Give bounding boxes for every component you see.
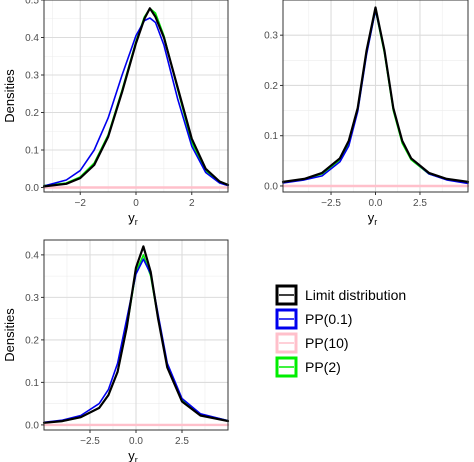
y-axis-title: Densities [2,308,17,362]
panel-2: 0.0 0.1 0.2 0.3 −2.5 0.0 2.5 yr [264,0,470,227]
series-line-limit-distribution [42,7,230,188]
panel-1: 0.0 0.1 0.2 0.3 0.4 0.5 −2 0 2 yr Densities [2,0,230,227]
legend-item: PP(2) [275,356,341,378]
series-line-limit-distribution [281,6,470,183]
series-line-limit-distribution [42,245,230,424]
x-tick-label: 2.5 [413,198,427,209]
legend-label: Limit distribution [305,287,406,303]
series-group [42,7,230,189]
x-tick-label: −2.5 [80,436,100,447]
x-axis-title: yr [128,210,138,227]
x-tick-label: −2 [75,198,87,209]
x-tick-label: 0.0 [129,436,143,447]
y-tick-label: 0.4 [25,33,39,44]
y-tick-label: 0.0 [264,181,278,192]
legend-label: PP(10) [305,335,349,351]
series-group [281,6,470,188]
grid [283,0,468,192]
legend-item: PP(0.1) [275,308,352,330]
y-tick-label: 0.0 [25,420,39,431]
x-axis-title: yr [368,210,378,227]
y-tick-label: 0.3 [25,71,39,82]
x-tick-label: −2.5 [321,198,341,209]
series-group [42,245,230,427]
legend-label: PP(0.1) [305,311,352,327]
legend: Limit distribution PP(0.1) PP(10) PP(2) [275,284,406,378]
y-tick-label: 0.5 [25,0,39,7]
x-tick-label: 0 [133,198,139,209]
y-tick-label: 0.1 [25,378,39,389]
panel-3: 0.0 0.1 0.2 0.3 0.4 −2.5 0.0 2.5 yr Densities [2,239,230,462]
x-axis-title: yr [128,448,138,462]
y-tick-label: 0.1 [264,131,278,142]
y-tick-label: 0.2 [264,81,278,92]
y-tick-label: 0.3 [25,293,39,304]
x-tick-label: 2 [189,198,195,209]
y-tick-label: 0.2 [25,108,39,119]
y-tick-label: 0.2 [25,335,39,346]
x-tick-label: 0.0 [369,198,383,209]
y-tick-label: 0.0 [25,183,39,194]
series-line-pp-0-1 [43,17,229,187]
legend-item: PP(10) [275,332,349,354]
y-tick-label: 0.1 [25,146,39,157]
y-axis-title: Densities [2,69,17,123]
x-tick-label: 2.5 [175,436,189,447]
legend-item: Limit distribution [275,284,406,306]
legend-label: PP(2) [305,359,341,375]
y-tick-label: 0.3 [264,31,278,42]
y-tick-label: 0.4 [25,250,39,261]
